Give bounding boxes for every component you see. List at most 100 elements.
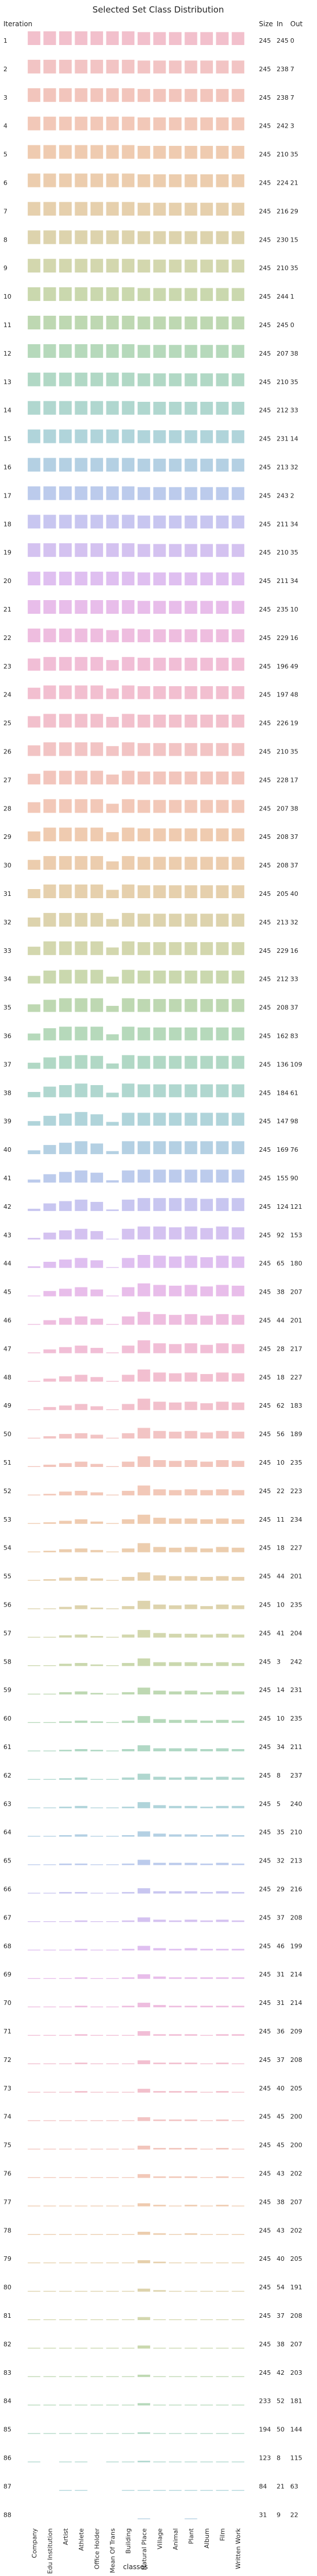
iteration-label: 74 (3, 2113, 11, 2121)
iteration-label: 21 (3, 606, 11, 613)
bar (153, 1919, 166, 1922)
bar (90, 486, 104, 500)
bar (90, 969, 104, 984)
bar (75, 1576, 88, 1581)
in-value: 213 (277, 919, 289, 926)
size-value: 245 (259, 293, 271, 300)
in-value: 9 (277, 2511, 281, 2518)
size-value: 245 (259, 94, 271, 101)
bar (153, 2204, 166, 2207)
bar (59, 2120, 72, 2121)
iteration-row-34: 34 245 212 33 (3, 969, 298, 984)
in-value: 124 (277, 1203, 289, 1210)
bar (184, 1084, 197, 1098)
out-value: 63 (290, 2483, 298, 2490)
chart-title: Selected Set Class Distribution (93, 5, 224, 15)
bar (122, 543, 135, 557)
bar (216, 2461, 229, 2463)
in-value: 229 (277, 634, 289, 642)
bar (137, 1514, 150, 1524)
iteration-label: 61 (3, 1743, 11, 1751)
bar (59, 1807, 72, 1808)
bar (137, 1688, 150, 1695)
bar (27, 2120, 40, 2121)
bar (232, 942, 245, 955)
bar (200, 1055, 213, 1069)
iteration-label: 18 (3, 520, 11, 528)
bar (43, 173, 56, 188)
bar (90, 2035, 104, 2036)
bar (75, 941, 88, 955)
bar (137, 1572, 150, 1581)
bar (27, 1978, 40, 1979)
in-value: 208 (277, 833, 289, 841)
bar (153, 658, 166, 671)
bar (59, 2433, 72, 2434)
bar (153, 1198, 166, 1211)
bar (59, 1260, 72, 1268)
bar (200, 117, 213, 131)
bar (200, 998, 213, 1012)
out-value: 37 (290, 1004, 298, 1012)
bar (59, 259, 72, 273)
in-value: 205 (277, 890, 289, 898)
size-value: 245 (259, 1232, 271, 1239)
bar (75, 2233, 88, 2235)
bar (27, 59, 40, 74)
bar (90, 287, 104, 301)
bar (216, 259, 229, 273)
bar (184, 2518, 197, 2520)
col-header-in: In (277, 20, 283, 28)
bar (200, 1344, 213, 1354)
iteration-row-71: 71 245 36 209 (3, 2028, 302, 2036)
bar (168, 800, 182, 813)
bar (122, 515, 135, 529)
out-value: 208 (290, 2056, 302, 2064)
bar (200, 1461, 213, 1467)
iteration-row-84: 84 233 52 181 (3, 2398, 302, 2406)
bar (200, 430, 213, 443)
bar (168, 2120, 182, 2121)
bar (106, 287, 119, 301)
bar (200, 2177, 213, 2178)
bar (184, 117, 197, 131)
out-value: 223 (290, 1487, 302, 1495)
bar (27, 658, 40, 671)
bar (59, 1664, 72, 1666)
bar (90, 998, 104, 1012)
bar (168, 259, 182, 273)
bar (200, 658, 213, 671)
bar (43, 1494, 56, 1495)
bar (90, 515, 104, 529)
bar (184, 1401, 197, 1411)
bar (137, 998, 150, 1012)
bar (200, 1084, 213, 1098)
bar (200, 1112, 213, 1126)
in-value: 208 (277, 1004, 289, 1012)
iteration-label: 7 (3, 207, 7, 215)
size-value: 245 (259, 776, 271, 784)
bar (75, 2091, 88, 2093)
bar (27, 230, 40, 244)
bar (27, 889, 40, 898)
iteration-label: 28 (3, 805, 11, 812)
out-value: 208 (290, 2312, 302, 2320)
bar (137, 658, 150, 671)
bar (184, 686, 197, 699)
bar (232, 1777, 245, 1780)
iteration-label: 24 (3, 691, 11, 699)
in-value: 235 (277, 606, 289, 613)
bar (168, 1461, 182, 1467)
bar (106, 1608, 119, 1609)
bar (27, 287, 40, 301)
bar (184, 1285, 197, 1297)
bar (153, 402, 166, 415)
bar (122, 628, 135, 642)
bar (153, 1748, 166, 1751)
iteration-label: 71 (3, 2028, 11, 2035)
bar (232, 2177, 245, 2178)
bar (75, 1316, 88, 1325)
bar (184, 174, 197, 188)
bar (59, 771, 72, 785)
bar (200, 2404, 213, 2406)
